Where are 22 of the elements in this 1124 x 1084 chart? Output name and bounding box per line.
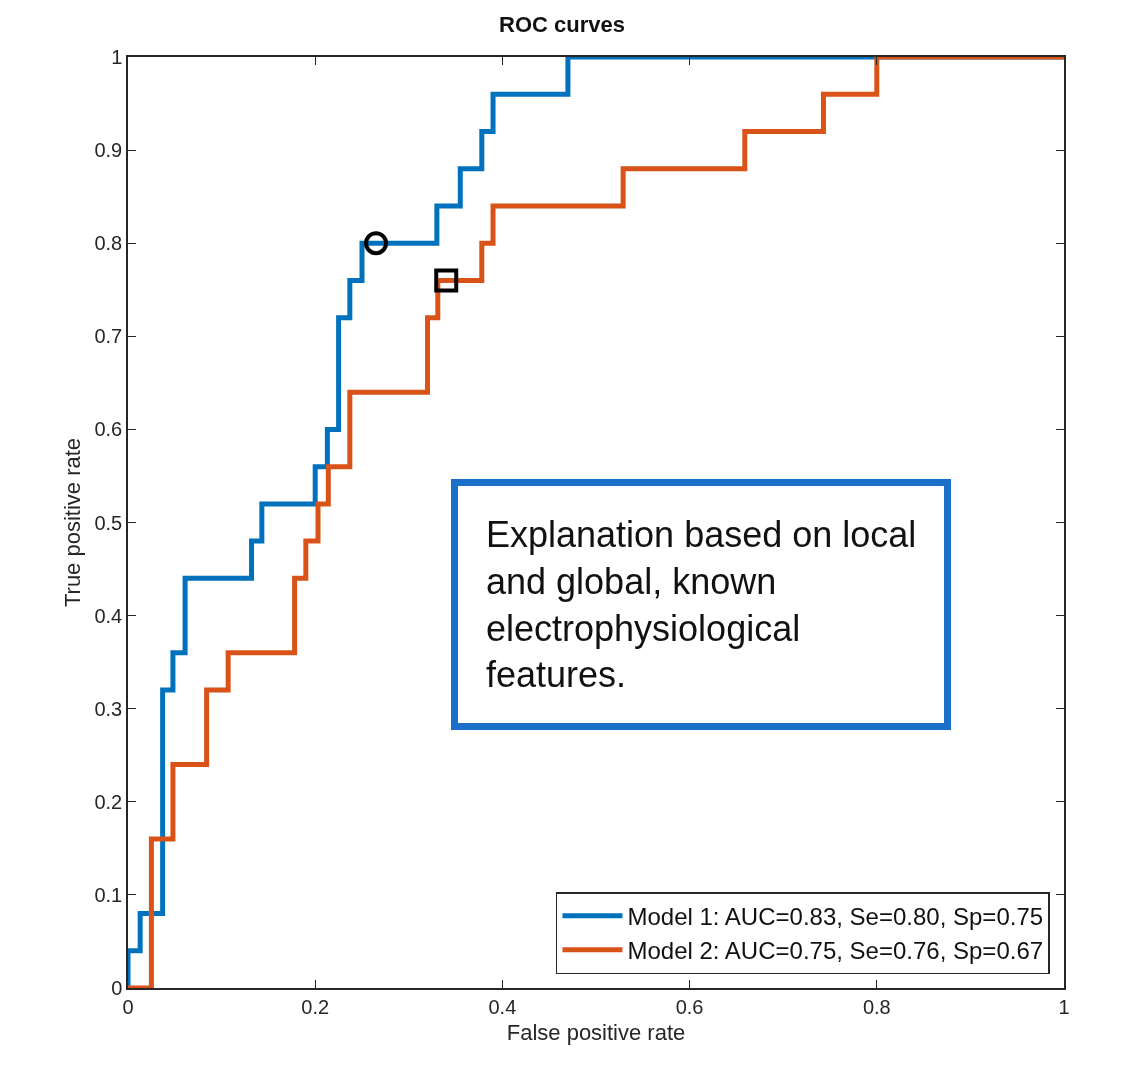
x-tick-label: 0.2 [301, 995, 330, 1018]
y-tick-label: 0.6 [94, 418, 123, 441]
y-tick-label: 0.5 [94, 511, 123, 534]
y-tick-label: 0.7 [94, 325, 123, 348]
y-axis-title: True positive rate [59, 437, 85, 608]
x-tick-label: 0.4 [488, 995, 517, 1018]
x-axis-title: False positive rate [506, 1020, 686, 1046]
legend-label: Model 2: AUC=0.75, Se=0.76, Sp=0.67 [627, 937, 1044, 965]
y-tick-label: 0 [111, 977, 123, 999]
annotation: Explanation based on local and global, known electrophysiological features. [486, 514, 917, 696]
y-tick-label: 0.4 [94, 604, 123, 627]
y-tick-label: 0.8 [94, 232, 123, 255]
chart-title: ROC curves [499, 11, 625, 37]
x-tick-label: 0.8 [862, 995, 891, 1018]
y-tick-label: 0.9 [94, 139, 123, 162]
x-tick-label: 0.6 [675, 995, 704, 1018]
y-tick-label: 0.1 [94, 883, 123, 906]
x-tick-label: 1 [1058, 995, 1070, 1018]
y-tick-label: 0.2 [94, 790, 123, 813]
legend-label: Model 1: AUC=0.83, Se=0.80, Sp=0.75 [627, 902, 1044, 930]
y-tick-label: 1 [111, 46, 123, 68]
y-tick-label: 0.3 [94, 697, 123, 720]
